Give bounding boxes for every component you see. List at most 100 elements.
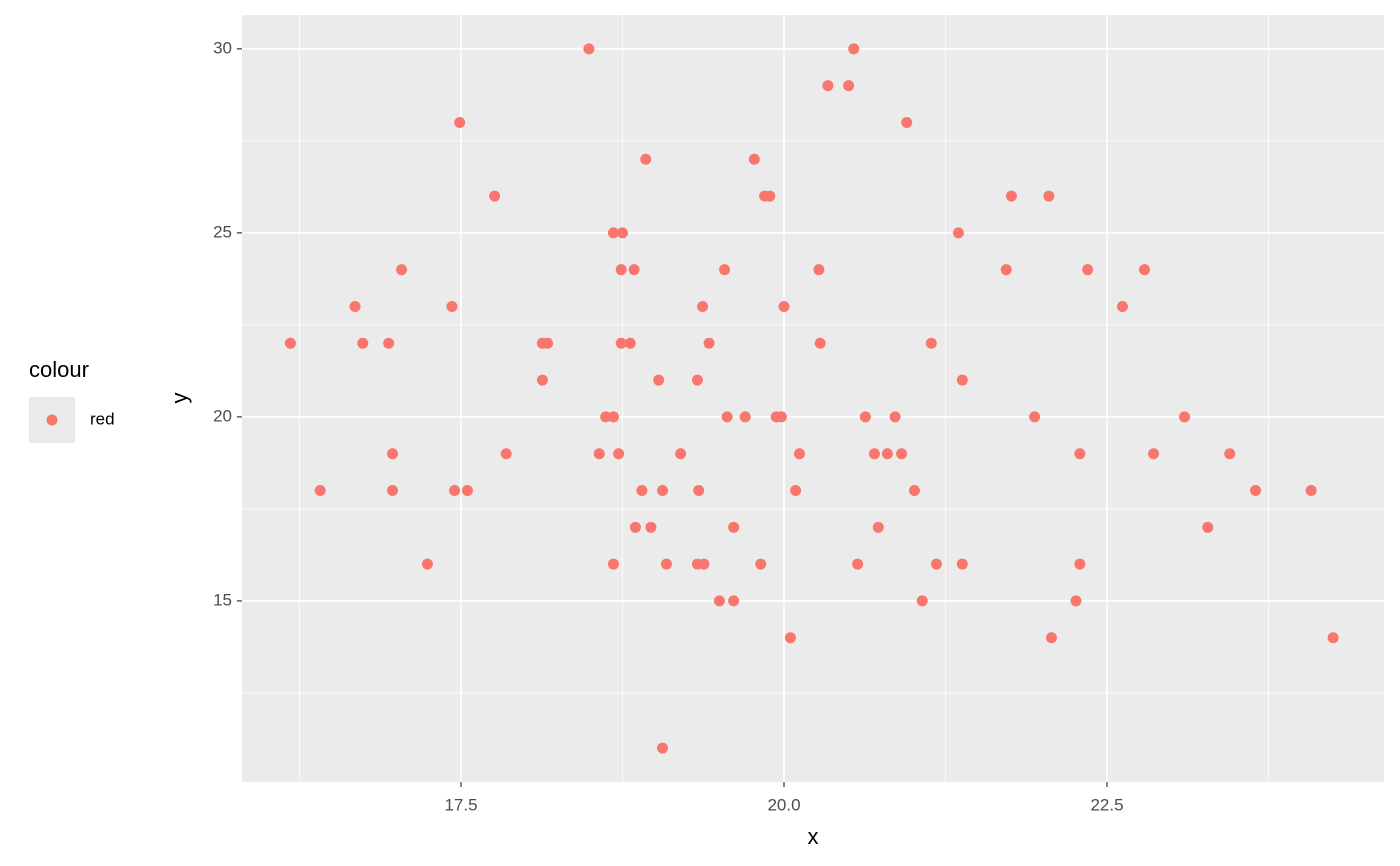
point [629, 521, 641, 533]
y-tick-label: 15 [213, 590, 232, 609]
point [748, 153, 760, 165]
point [916, 595, 928, 607]
point [607, 411, 619, 423]
point [446, 300, 458, 312]
point [383, 337, 395, 349]
point [1005, 190, 1017, 202]
point [615, 337, 627, 349]
y-tick-label: 25 [213, 222, 232, 241]
point [868, 448, 880, 460]
point [848, 43, 860, 55]
point [764, 190, 776, 202]
point [1327, 632, 1339, 644]
point [657, 485, 669, 497]
point [421, 558, 433, 570]
point [1138, 264, 1150, 276]
point [691, 374, 703, 386]
point [1043, 190, 1055, 202]
point [843, 80, 855, 92]
point [728, 595, 740, 607]
point [755, 558, 767, 570]
point [693, 485, 705, 497]
point [728, 521, 740, 533]
x-tick-label: 20.0 [767, 795, 800, 814]
point [449, 485, 461, 497]
point [284, 337, 296, 349]
point [314, 485, 326, 497]
point [790, 485, 802, 497]
point [859, 411, 871, 423]
point [607, 558, 619, 570]
x-tick-label: 22.5 [1090, 795, 1123, 814]
point [628, 264, 640, 276]
y-tick-label: 20 [213, 406, 232, 425]
point [675, 448, 687, 460]
point [1074, 448, 1086, 460]
point [607, 227, 619, 239]
point [593, 448, 605, 460]
point [387, 448, 399, 460]
point [542, 337, 554, 349]
point [616, 227, 628, 239]
x-axis-title: x [808, 824, 819, 849]
point [1070, 595, 1082, 607]
point [640, 153, 652, 165]
point [793, 448, 805, 460]
point [500, 448, 512, 460]
point [615, 264, 627, 276]
point [1082, 264, 1094, 276]
point [1179, 411, 1191, 423]
point [775, 411, 787, 423]
point [901, 116, 913, 128]
point [896, 448, 908, 460]
point [660, 558, 672, 570]
point [387, 485, 399, 497]
point [881, 448, 893, 460]
point [489, 190, 501, 202]
point [1305, 485, 1317, 497]
points [284, 43, 1339, 754]
point [925, 337, 937, 349]
legend-title: colour [29, 357, 89, 382]
point [739, 411, 751, 423]
point [645, 521, 657, 533]
legend-marker [46, 414, 58, 426]
point [822, 80, 834, 92]
point [697, 300, 709, 312]
point [698, 558, 710, 570]
point [1116, 300, 1128, 312]
legend-label: red [90, 409, 115, 428]
point [778, 300, 790, 312]
point [703, 337, 715, 349]
point [636, 485, 648, 497]
point [956, 374, 968, 386]
point [1148, 448, 1160, 460]
point [600, 411, 612, 423]
point [1045, 632, 1057, 644]
point [721, 411, 733, 423]
point [889, 411, 901, 423]
point [657, 742, 669, 754]
point [852, 558, 864, 570]
point [1074, 558, 1086, 570]
point [713, 595, 725, 607]
point [784, 632, 796, 644]
point [872, 521, 884, 533]
point [624, 337, 636, 349]
x-tick-label: 17.5 [444, 795, 477, 814]
point [583, 43, 595, 55]
point [956, 558, 968, 570]
point [349, 300, 361, 312]
panel [242, 15, 1384, 782]
point [813, 264, 825, 276]
point [613, 448, 625, 460]
point [396, 264, 408, 276]
point [952, 227, 964, 239]
point [1000, 264, 1012, 276]
point [908, 485, 920, 497]
point [1029, 411, 1041, 423]
point [357, 337, 369, 349]
point [1224, 448, 1236, 460]
grid [242, 15, 1384, 782]
